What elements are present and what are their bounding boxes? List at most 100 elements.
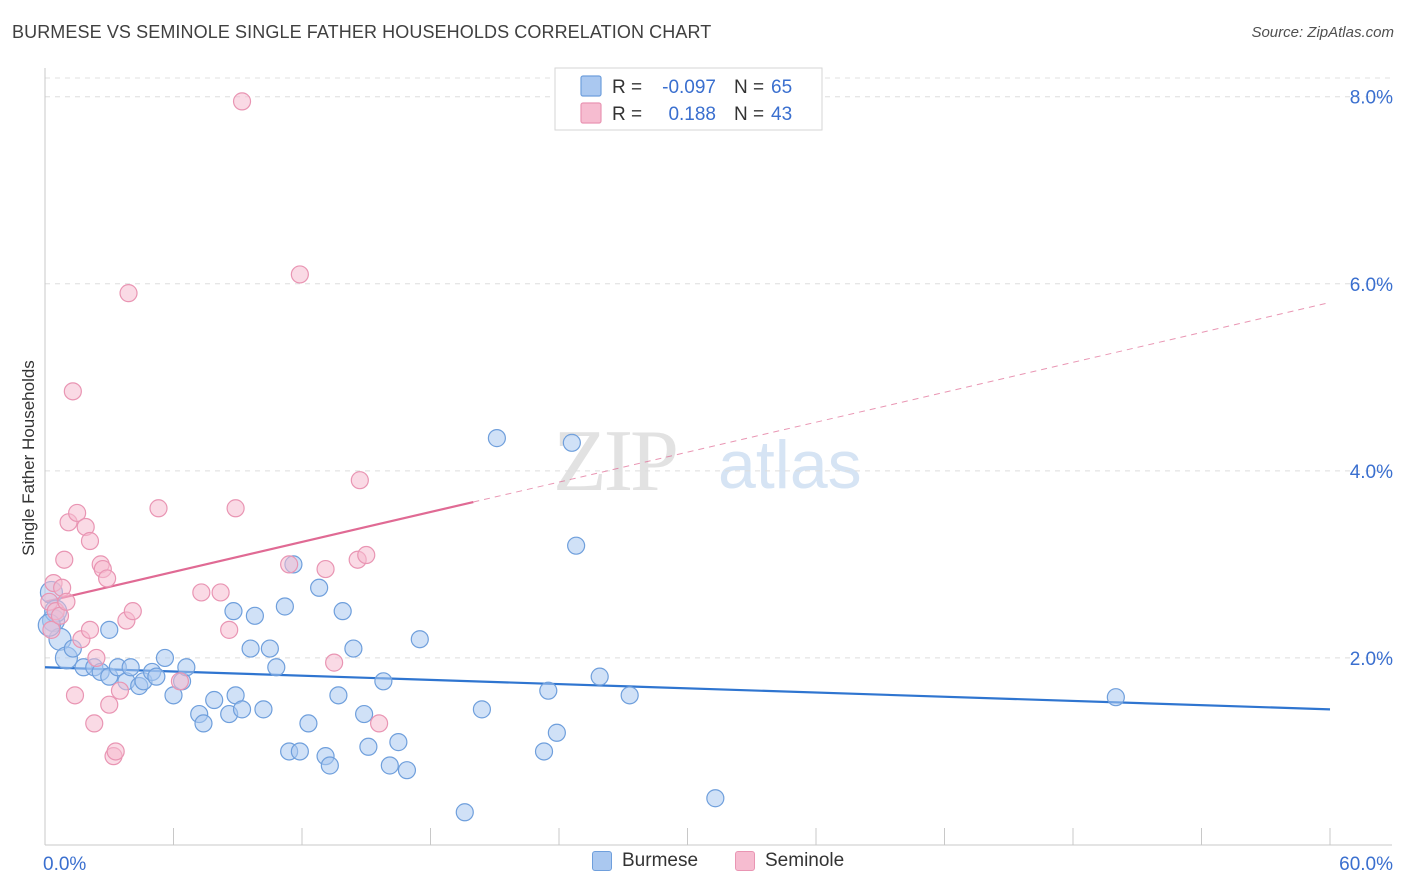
data-point-seminole xyxy=(350,471,369,490)
data-point-seminole xyxy=(63,382,82,401)
data-point-seminole xyxy=(211,583,230,602)
data-point-burmese xyxy=(245,606,264,625)
legend-n-label-seminole: N = xyxy=(734,104,764,125)
data-point-burmese xyxy=(547,723,566,742)
data-point-burmese xyxy=(472,700,491,719)
correlation-legend: R = -0.097 N = 65 R = 0.188 N = 43 xyxy=(554,67,823,131)
x-tick-label-min: 0.0% xyxy=(43,854,86,875)
legend-r-value-burmese: -0.097 xyxy=(662,77,716,98)
trend-line-seminole xyxy=(44,500,474,603)
data-point-burmese xyxy=(333,602,352,621)
legend-r-label-seminole: R = xyxy=(612,104,642,125)
legend-item-seminole[interactable]: Seminole xyxy=(735,850,844,872)
data-point-burmese xyxy=(359,737,378,756)
data-point-seminole xyxy=(87,648,106,668)
watermark-zip: ZIP xyxy=(553,413,676,510)
legend-r-value-seminole: 0.188 xyxy=(668,104,716,125)
data-point-burmese xyxy=(410,630,429,649)
watermark-atlas: atlas xyxy=(718,427,862,503)
data-point-seminole xyxy=(55,550,74,569)
data-point-seminole xyxy=(100,695,119,714)
y-axis-label: Single Father Households xyxy=(19,360,38,556)
data-point-burmese xyxy=(310,578,329,597)
legend-r-label-burmese: R = xyxy=(612,77,642,98)
data-point-burmese xyxy=(100,620,119,639)
data-point-seminole xyxy=(357,545,376,565)
data-point-burmese xyxy=(320,756,339,775)
data-point-burmese xyxy=(397,761,417,780)
data-point-seminole xyxy=(220,620,239,639)
data-point-seminole xyxy=(119,284,138,303)
data-point-burmese xyxy=(567,536,586,555)
legend-swatch-burmese-bottom xyxy=(592,851,612,871)
data-point-burmese xyxy=(374,672,393,691)
data-point-burmese xyxy=(194,714,213,733)
data-point-burmese xyxy=(260,639,279,658)
data-point-burmese xyxy=(155,648,175,668)
data-point-seminole xyxy=(68,503,87,523)
data-point-seminole xyxy=(170,672,190,691)
data-point-burmese xyxy=(534,742,554,761)
data-point-burmese xyxy=(329,686,348,705)
data-point-seminole xyxy=(42,620,61,639)
trend-line-extension-seminole xyxy=(473,302,1331,503)
data-point-burmese xyxy=(562,433,581,452)
data-point-seminole xyxy=(370,714,389,733)
data-point-seminole xyxy=(280,555,299,574)
data-point-burmese xyxy=(539,681,558,700)
data-point-burmese xyxy=(205,690,224,710)
data-point-burmese xyxy=(590,667,609,686)
data-point-burmese xyxy=(241,639,260,658)
data-point-seminole xyxy=(316,559,335,579)
data-point-burmese xyxy=(487,429,506,448)
chart-title: BURMESE VS SEMINOLE SINGLE FATHER HOUSEH… xyxy=(12,22,712,42)
legend-n-label-burmese: N = xyxy=(734,77,764,98)
legend-swatch-burmese xyxy=(580,75,602,97)
data-point-burmese xyxy=(224,602,243,621)
data-point-burmese xyxy=(275,597,294,616)
legend-item-burmese[interactable]: Burmese xyxy=(592,850,698,872)
data-point-seminole xyxy=(226,499,245,518)
data-point-burmese xyxy=(121,658,140,677)
data-point-burmese xyxy=(389,733,408,752)
data-point-seminole xyxy=(80,531,100,551)
data-point-seminole xyxy=(98,569,117,588)
data-point-burmese xyxy=(299,714,318,733)
legend-swatch-seminole xyxy=(580,102,602,124)
x-tick-label-max: 60.0% xyxy=(1339,854,1393,875)
data-point-seminole xyxy=(325,653,344,672)
data-point-seminole xyxy=(149,499,168,518)
y-tick-label: 2.0% xyxy=(1350,649,1393,670)
data-point-burmese xyxy=(254,700,273,719)
data-point-burmese xyxy=(455,803,474,822)
y-tick-label: 6.0% xyxy=(1350,275,1393,296)
data-point-burmese xyxy=(147,667,166,686)
data-point-burmese xyxy=(620,686,639,705)
data-point-seminole xyxy=(290,265,309,284)
data-point-burmese xyxy=(1106,688,1125,707)
data-point-burmese xyxy=(706,789,725,808)
data-point-burmese xyxy=(380,756,399,775)
data-point-burmese xyxy=(290,742,309,761)
data-point-seminole xyxy=(65,686,85,705)
legend-n-value-burmese: 65 xyxy=(771,77,792,98)
legend-label-burmese: Burmese xyxy=(622,850,699,871)
y-tick-label: 4.0% xyxy=(1350,462,1393,483)
series-legend: Burmese Seminole xyxy=(0,850,1406,880)
source-label: Source: ZipAtlas.com xyxy=(1251,24,1394,41)
data-point-burmese xyxy=(232,700,252,719)
data-point-burmese xyxy=(344,639,363,658)
data-point-burmese xyxy=(267,658,286,677)
legend-n-value-seminole: 43 xyxy=(771,104,792,125)
legend-swatch-seminole-bottom xyxy=(735,851,755,871)
data-point-seminole xyxy=(123,602,142,621)
legend-label-seminole: Seminole xyxy=(765,850,845,871)
data-point-seminole xyxy=(85,714,104,733)
data-point-burmese xyxy=(355,704,374,724)
y-tick-label: 8.0% xyxy=(1350,88,1393,109)
data-point-seminole xyxy=(110,681,130,700)
data-point-seminole xyxy=(106,742,125,761)
data-point-seminole xyxy=(232,92,252,111)
data-point-seminole xyxy=(57,592,76,611)
